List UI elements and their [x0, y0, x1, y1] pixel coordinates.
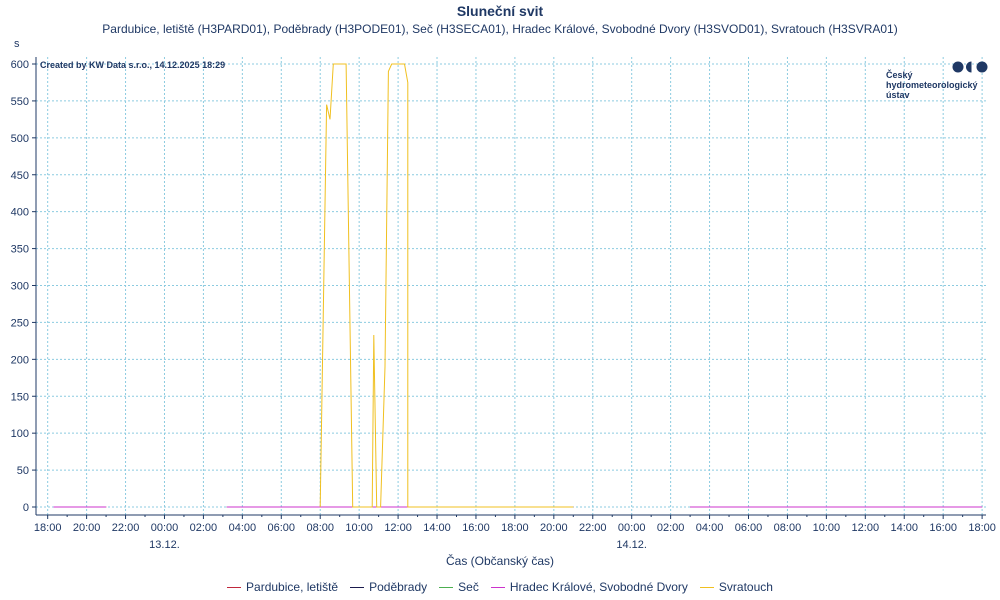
x-tick-label: 20:00	[73, 522, 101, 534]
y-tick-label: 600	[11, 59, 29, 71]
x-tick-label: 18:00	[34, 522, 62, 534]
logo-dots-icon	[952, 61, 988, 73]
y-tick-label: 500	[11, 133, 29, 145]
legend-item-podebrady[interactable]: Poděbrady	[350, 580, 427, 594]
chart-subtitle: Pardubice, letiště (H3PARD01), Poděbrady…	[102, 22, 898, 36]
logo-line: ústav	[886, 90, 910, 100]
x-tick-label: 18:00	[968, 522, 996, 534]
x-tick-label: 14:00	[423, 522, 451, 534]
logo-text: Český hydrometeorologický ústav	[886, 70, 978, 100]
legend-swatch	[699, 586, 714, 588]
y-tick-label: 50	[17, 465, 29, 477]
y-tick-label: 250	[11, 317, 29, 329]
x-tick-label: 16:00	[462, 522, 490, 534]
legend-label: Pardubice, letiště	[246, 580, 339, 594]
x-tick-label: 10:00	[813, 522, 841, 534]
logo-line: Český	[886, 70, 913, 80]
x-tick-label: 16:00	[929, 522, 957, 534]
series-layer	[53, 63, 983, 508]
y-tick-label: 100	[11, 428, 29, 440]
created-by-note: Created by KW Data s.r.o., 14.12.2025 18…	[40, 60, 226, 70]
y-tick-label: 450	[11, 170, 29, 182]
legend-item-hradec-kralove[interactable]: Hradec Králové, Svobodné Dvory	[490, 580, 688, 594]
x-tick-label: 12:00	[384, 522, 412, 534]
x-tick-label: 00:00	[618, 522, 646, 534]
legend-swatch	[490, 586, 505, 588]
x-axis-label: Čas (Občanský čas)	[446, 553, 554, 568]
legend-item-pardubice[interactable]: Pardubice, letiště	[227, 580, 338, 594]
legend-label: Hradec Králové, Svobodné Dvory	[509, 580, 688, 594]
legend-label: Seč	[458, 580, 479, 594]
legend-swatch	[439, 586, 454, 588]
x-tick-label: 08:00	[774, 522, 802, 534]
x-date-label: 13.12.	[149, 539, 180, 551]
x-tick-label: 06:00	[735, 522, 763, 534]
y-tick-label: 350	[11, 244, 29, 256]
chmu-logo: Český hydrometeorologický ústav	[886, 60, 990, 104]
x-tick-label: 20:00	[540, 522, 568, 534]
x-tick-label: 08:00	[306, 522, 334, 534]
chart-legend: Pardubice, letiště Poděbrady Seč Hradec …	[0, 580, 1000, 594]
x-tick-label: 22:00	[112, 522, 140, 534]
logo-line: hydrometeorologický	[886, 80, 978, 90]
legend-item-svratouch[interactable]: Svratouch	[699, 580, 773, 594]
x-tick-label: 02:00	[190, 522, 218, 534]
series-line-5	[319, 63, 574, 508]
legend-item-sec[interactable]: Seč	[439, 580, 479, 594]
y-tick-label: 550	[11, 96, 29, 108]
x-tick-label: 22:00	[579, 522, 607, 534]
y-tick-label: 0	[23, 502, 29, 514]
x-tick-label: 10:00	[345, 522, 373, 534]
chart-title: Sluneční svit	[456, 3, 544, 19]
x-tick-label: 04:00	[229, 522, 257, 534]
legend-swatch	[227, 586, 242, 588]
y-tick-label: 200	[11, 354, 29, 366]
x-tick-label: 18:00	[501, 522, 529, 534]
y-tick-label: 150	[11, 391, 29, 403]
y-tick-label: 400	[11, 207, 29, 219]
x-tick-label: 06:00	[268, 522, 296, 534]
x-tick-label: 02:00	[657, 522, 685, 534]
x-tick-label: 04:00	[696, 522, 724, 534]
axes: 0 50 100 150 200 250 300 350 400 450 500 550 600 18:0…	[11, 57, 996, 551]
y-axis-unit: s	[14, 38, 20, 50]
x-tick-label: 00:00	[151, 522, 179, 534]
legend-label: Svratouch	[718, 580, 773, 594]
y-tick-label: 300	[11, 281, 29, 293]
x-tick-label: 12:00	[852, 522, 880, 534]
legend-swatch	[350, 586, 365, 588]
x-date-label: 14.12.	[616, 539, 647, 551]
legend-label: Poděbrady	[369, 580, 428, 594]
grid	[36, 57, 986, 515]
x-tick-label: 14:00	[890, 522, 918, 534]
